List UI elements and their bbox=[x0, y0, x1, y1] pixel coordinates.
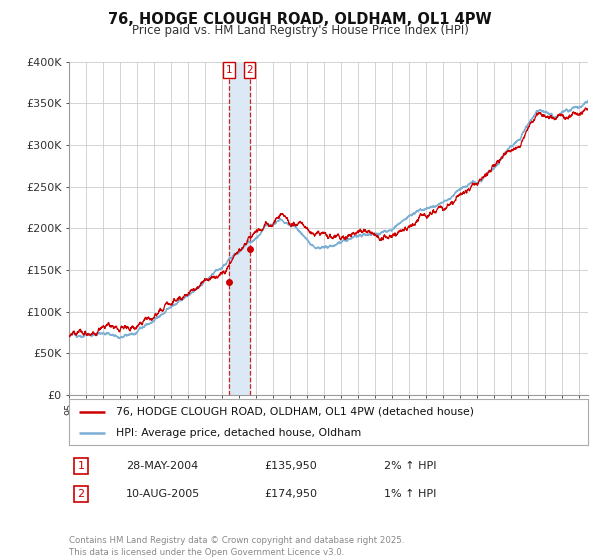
Text: £135,950: £135,950 bbox=[264, 461, 317, 471]
Text: 2: 2 bbox=[246, 65, 253, 75]
Text: 1: 1 bbox=[77, 461, 85, 471]
Text: 1: 1 bbox=[226, 65, 232, 75]
Bar bbox=[229, 62, 250, 395]
Text: 76, HODGE CLOUGH ROAD, OLDHAM, OL1 4PW (detached house): 76, HODGE CLOUGH ROAD, OLDHAM, OL1 4PW (… bbox=[116, 407, 474, 417]
Text: £174,950: £174,950 bbox=[264, 489, 317, 499]
Text: Contains HM Land Registry data © Crown copyright and database right 2025.
This d: Contains HM Land Registry data © Crown c… bbox=[69, 536, 404, 557]
Text: 2: 2 bbox=[77, 489, 85, 499]
Text: 1% ↑ HPI: 1% ↑ HPI bbox=[384, 489, 436, 499]
Text: 28-MAY-2004: 28-MAY-2004 bbox=[126, 461, 198, 471]
Text: HPI: Average price, detached house, Oldham: HPI: Average price, detached house, Oldh… bbox=[116, 428, 361, 438]
Text: Price paid vs. HM Land Registry's House Price Index (HPI): Price paid vs. HM Land Registry's House … bbox=[131, 24, 469, 36]
Text: 76, HODGE CLOUGH ROAD, OLDHAM, OL1 4PW: 76, HODGE CLOUGH ROAD, OLDHAM, OL1 4PW bbox=[108, 12, 492, 27]
Text: 2% ↑ HPI: 2% ↑ HPI bbox=[384, 461, 437, 471]
Text: 10-AUG-2005: 10-AUG-2005 bbox=[126, 489, 200, 499]
